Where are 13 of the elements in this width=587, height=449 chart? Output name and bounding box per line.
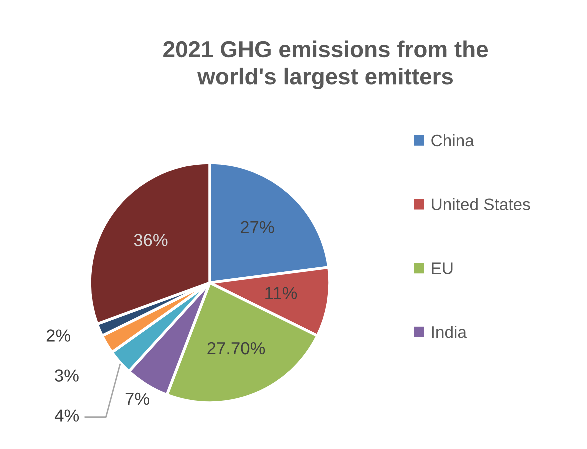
legend-label: India — [432, 326, 467, 338]
data-label: 11% — [266, 287, 298, 300]
data-label: 3% — [55, 370, 79, 382]
data-label: 2% — [46, 330, 71, 342]
legend-label: EU — [432, 262, 453, 274]
data-label: 27% — [241, 221, 274, 234]
data-label: 4% — [54, 410, 80, 422]
data-label: 7% — [126, 392, 150, 406]
data-label: 36% — [134, 234, 168, 246]
legend-label: United States — [432, 198, 530, 211]
data-label: 27.70% — [208, 342, 266, 355]
legend-label: China — [432, 134, 474, 147]
chart-title: 2021 GHG emissions from the world's largest emitters — [164, 40, 488, 90]
